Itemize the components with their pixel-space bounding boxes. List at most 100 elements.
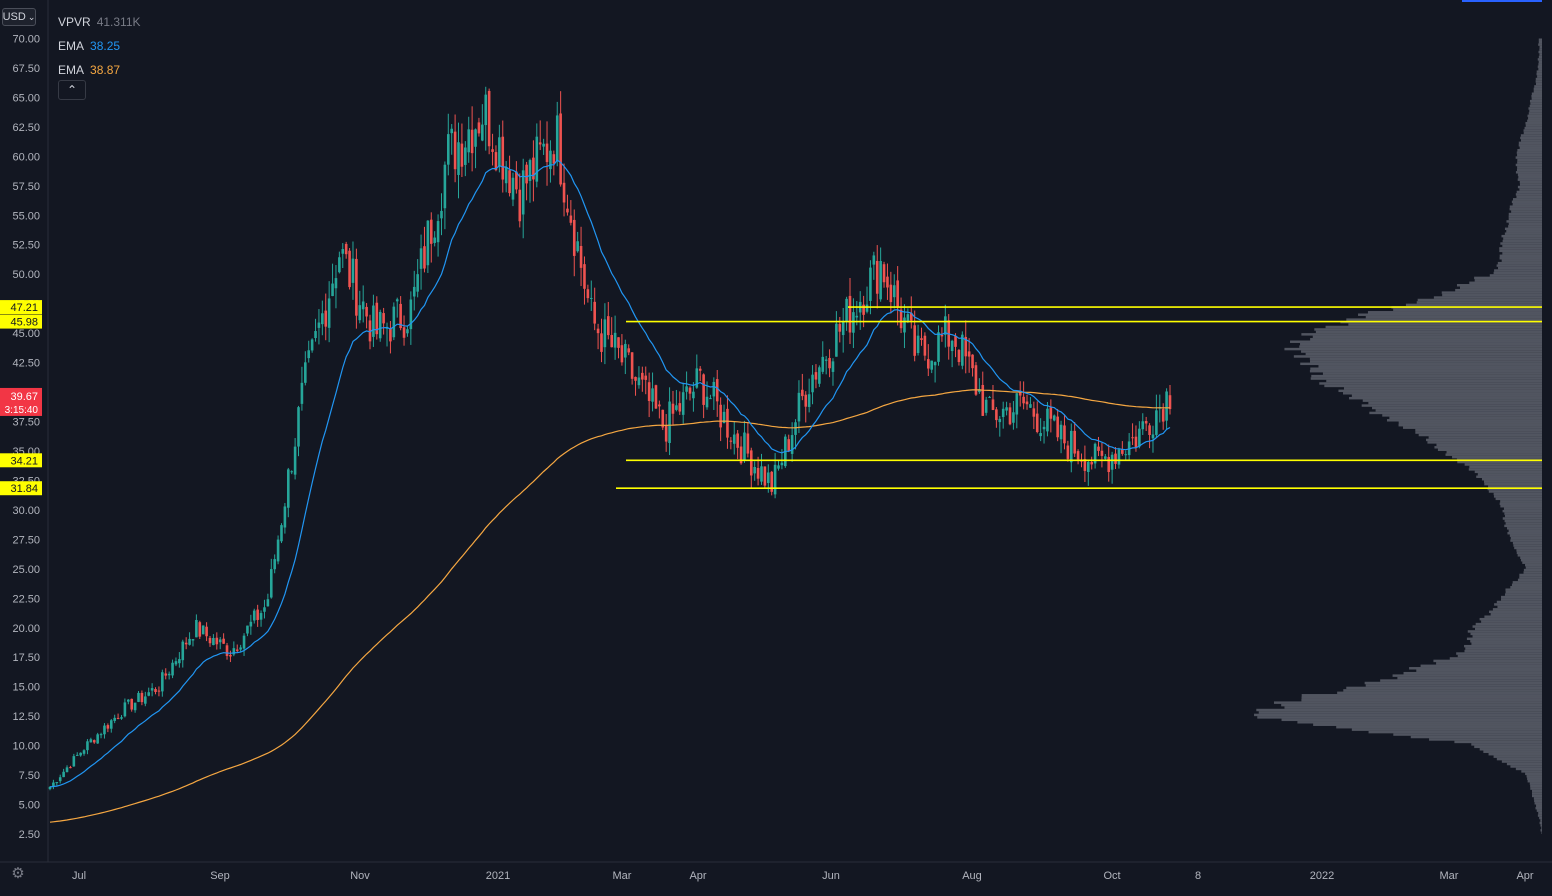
candle-body bbox=[59, 777, 62, 781]
volume-profile-bar bbox=[1301, 333, 1542, 335]
x-tick-label: Apr bbox=[689, 870, 706, 882]
gear-icon[interactable]: ⚙ bbox=[10, 866, 26, 882]
volume-profile-bar bbox=[1524, 129, 1542, 131]
volume-profile-bar bbox=[1536, 78, 1542, 80]
candle-body bbox=[675, 405, 678, 410]
volume-profile-bar bbox=[1518, 579, 1542, 581]
candle-body bbox=[896, 280, 899, 306]
volume-profile-bar bbox=[1482, 478, 1542, 480]
legend-ema-fast[interactable]: EMA 38.25 bbox=[58, 34, 141, 58]
candle-body bbox=[171, 663, 174, 676]
candle-body bbox=[634, 377, 637, 381]
volume-profile-bar bbox=[1516, 193, 1542, 195]
volume-profile-bar bbox=[1415, 429, 1542, 431]
volume-profile-bar bbox=[1450, 657, 1542, 659]
volume-profile-bar bbox=[1489, 490, 1542, 492]
volume-profile-bar bbox=[1446, 453, 1542, 455]
candle-body bbox=[403, 327, 406, 338]
volume-profile-bar bbox=[1310, 358, 1542, 360]
candle-body bbox=[1073, 431, 1076, 454]
volume-profile-bar bbox=[1493, 608, 1542, 610]
volume-profile-bar bbox=[1540, 824, 1542, 826]
volume-profile-bar bbox=[1536, 807, 1542, 809]
candle-body bbox=[736, 433, 739, 447]
candle-body bbox=[328, 298, 331, 327]
volume-profile-bar bbox=[1532, 97, 1542, 99]
volume-profile-bar bbox=[1539, 48, 1542, 50]
volume-profile-bar bbox=[1366, 316, 1542, 318]
volume-profile-bar bbox=[1376, 409, 1542, 411]
volume-profile-bar bbox=[1527, 120, 1542, 122]
volume-profile-bar bbox=[1365, 682, 1542, 684]
volume-profile-bar bbox=[1494, 755, 1542, 757]
volume-profile-bar bbox=[1382, 414, 1542, 416]
legend-vpvr[interactable]: VPVR 41.311K bbox=[58, 10, 141, 34]
volume-profile-bar bbox=[1284, 348, 1542, 350]
candle-body bbox=[937, 332, 940, 362]
candle-body bbox=[277, 540, 280, 562]
volume-profile-bar bbox=[1519, 188, 1542, 190]
candle-body bbox=[69, 767, 72, 768]
volume-profile-bar bbox=[1282, 719, 1542, 721]
top-accent-bar bbox=[1462, 0, 1542, 2]
candle-body bbox=[583, 264, 586, 289]
candle-body bbox=[151, 688, 154, 690]
candle-body bbox=[239, 647, 242, 649]
legend-ema-slow-value: 38.87 bbox=[90, 58, 120, 82]
candle-body bbox=[501, 137, 504, 180]
y-tick-label: 15.00 bbox=[12, 682, 40, 694]
candle-body bbox=[1165, 391, 1168, 420]
legend-ema-slow[interactable]: EMA 38.87 bbox=[58, 58, 141, 82]
candle-body bbox=[226, 645, 229, 656]
candle-body bbox=[539, 142, 542, 144]
y-tick-label: 60.00 bbox=[12, 151, 40, 163]
candle-body bbox=[311, 339, 314, 350]
volume-profile-bar bbox=[1494, 269, 1542, 271]
candle-body bbox=[219, 639, 222, 642]
collapse-legend-button[interactable]: ⌃ bbox=[58, 80, 86, 100]
volume-profile-bar bbox=[1530, 105, 1542, 107]
currency-selector[interactable]: USD ⌄ bbox=[2, 8, 36, 26]
volume-profile-bar bbox=[1503, 237, 1542, 239]
candle-body bbox=[617, 337, 620, 348]
volume-profile-bar bbox=[1494, 603, 1542, 605]
y-tick-label: 25.00 bbox=[12, 564, 40, 576]
candle-body bbox=[56, 782, 59, 783]
volume-profile-bar bbox=[1483, 751, 1542, 753]
volume-profile-bar bbox=[1489, 753, 1542, 755]
volume-profile-bar bbox=[1418, 299, 1542, 301]
candle-body bbox=[1101, 451, 1104, 456]
indicator-legend: VPVR 41.311K EMA 38.25 EMA 38.87 bbox=[58, 10, 141, 82]
volume-profile-bar bbox=[1517, 191, 1542, 193]
candle-body bbox=[655, 385, 658, 408]
candle-body bbox=[413, 287, 416, 297]
volume-profile-bar bbox=[1503, 240, 1542, 242]
candle-body bbox=[1148, 425, 1151, 435]
volume-profile-bar bbox=[1539, 61, 1542, 63]
x-tick-label: Jun bbox=[822, 870, 840, 882]
volume-profile-bar bbox=[1513, 544, 1542, 546]
candle-body bbox=[1043, 427, 1046, 429]
candle-body bbox=[842, 321, 845, 335]
y-tick-label: 20.00 bbox=[12, 623, 40, 635]
candle-body bbox=[733, 435, 736, 444]
volume-profile-bar bbox=[1505, 515, 1542, 517]
volume-profile-bar bbox=[1539, 41, 1542, 43]
candle-body bbox=[849, 296, 852, 333]
volume-profile-bar bbox=[1524, 571, 1542, 573]
y-tick-label: 27.50 bbox=[12, 534, 40, 546]
candle-body bbox=[542, 144, 545, 147]
volume-profile-bar bbox=[1254, 714, 1542, 716]
candle-body bbox=[454, 132, 457, 170]
candle-body bbox=[815, 372, 818, 379]
candle-body bbox=[423, 246, 426, 268]
volume-profile-bar bbox=[1509, 213, 1542, 215]
volume-profile-bar bbox=[1399, 422, 1542, 424]
volume-profile-bar bbox=[1540, 46, 1542, 48]
volume-profile-bar bbox=[1469, 468, 1542, 470]
candle-body bbox=[518, 190, 521, 222]
candle-body bbox=[450, 129, 453, 133]
volume-profile-bar bbox=[1346, 318, 1542, 320]
